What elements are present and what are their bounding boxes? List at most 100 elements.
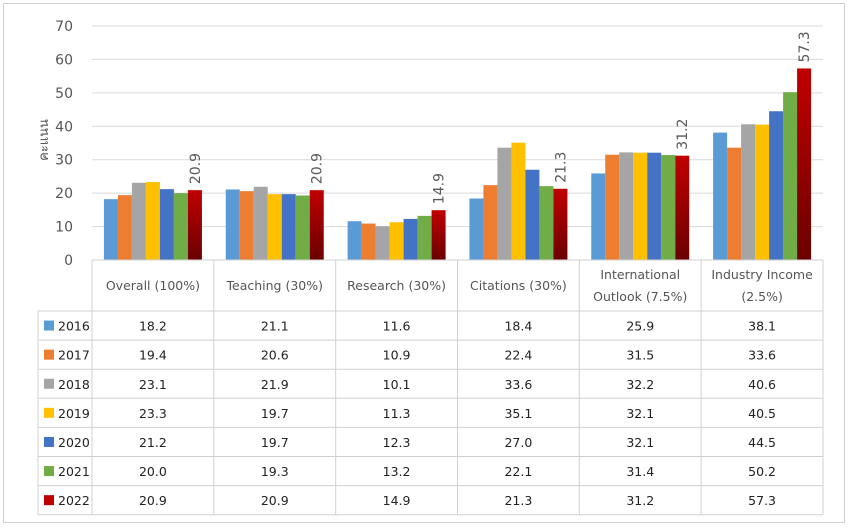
category-label: Overall (100%) [106, 278, 200, 293]
bar-2018-1 [253, 186, 268, 260]
table-cell: 19.7 [261, 406, 289, 421]
bar-2020-0 [159, 189, 174, 260]
legend-key-2019 [44, 407, 54, 418]
y-tick-label: 50 [55, 86, 73, 102]
legend-key-2017 [44, 349, 54, 360]
bar-2017-0 [117, 195, 132, 260]
table-cell: 50.2 [748, 464, 776, 479]
legend-label: 2019 [58, 406, 90, 421]
table-cell: 20.6 [261, 348, 289, 363]
bar-2016-4 [591, 173, 606, 260]
category-label: (2.5%) [741, 289, 783, 304]
bar-2022-4 [675, 155, 690, 260]
table-cell: 21.9 [261, 377, 289, 392]
data-label: 20.9 [310, 153, 326, 184]
table-cell: 40.6 [748, 377, 776, 392]
bar-2016-2 [347, 221, 362, 260]
bar-2020-1 [281, 194, 296, 260]
y-tick-label: 0 [64, 253, 73, 269]
legend-label: 2021 [58, 464, 90, 479]
table-cell: 35.1 [504, 406, 532, 421]
bar-2020-3 [525, 169, 540, 260]
legend-key-2018 [44, 378, 54, 389]
table-cell: 23.1 [139, 377, 167, 392]
category-label: Teaching (30%) [226, 278, 324, 293]
bar-2019-3 [511, 142, 526, 260]
table-cell: 21.3 [504, 493, 532, 508]
bar-2020-4 [647, 152, 662, 260]
bar-2022-5 [797, 68, 812, 260]
legend-key-2020 [44, 436, 54, 447]
bar-2016-5 [713, 132, 728, 260]
table-cell: 12.3 [383, 435, 411, 450]
y-tick-label: 40 [55, 119, 73, 135]
table-cell: 14.9 [383, 493, 411, 508]
table-cell: 10.9 [383, 348, 411, 363]
legend-label: 2020 [58, 435, 90, 450]
bar-2022-3 [553, 188, 568, 260]
bar-2017-3 [483, 185, 498, 260]
legend-key-2021 [44, 466, 54, 477]
bar-2022-2 [431, 210, 446, 260]
table-cell: 20.0 [139, 464, 167, 479]
table-cell: 20.9 [139, 493, 167, 508]
table-cell: 33.6 [504, 377, 532, 392]
data-label: 57.3 [797, 31, 813, 62]
bar-2018-2 [375, 226, 390, 260]
table-cell: 18.2 [139, 319, 167, 334]
legend-label: 2017 [58, 348, 90, 363]
category-label: Research (30%) [347, 278, 446, 293]
table-cell: 32.2 [626, 377, 654, 392]
bar-2022-0 [187, 190, 202, 260]
bar-2021-4 [661, 155, 676, 260]
table-cell: 19.3 [261, 464, 289, 479]
table-cell: 27.0 [504, 435, 532, 450]
bar-2019-0 [145, 182, 160, 260]
bar-2016-3 [469, 198, 484, 260]
y-tick-label: 30 [55, 153, 73, 169]
table-cell: 19.7 [261, 435, 289, 450]
table-cell: 31.4 [626, 464, 654, 479]
bar-2016-0 [103, 199, 118, 260]
y-tick-label: 60 [55, 52, 73, 68]
data-label: 31.2 [675, 119, 691, 150]
bar-2017-1 [239, 191, 254, 260]
bar-2021-3 [539, 186, 554, 260]
bar-2016-1 [225, 189, 240, 260]
bar-2018-4 [619, 152, 634, 260]
legend-key-2022 [44, 495, 54, 506]
bar-2022-1 [309, 190, 324, 260]
bar-2019-4 [633, 152, 648, 260]
y-tick-label: 20 [55, 186, 73, 202]
table-cell: 11.6 [383, 319, 411, 334]
table-cell: 31.2 [626, 493, 654, 508]
table-cell: 32.1 [626, 435, 654, 450]
legend-label: 2016 [58, 319, 90, 334]
bar-2021-2 [417, 215, 432, 260]
table-cell: 21.1 [261, 319, 289, 334]
y-axis-label: คะแนน [37, 119, 52, 161]
bar-2019-1 [267, 194, 282, 260]
bar-2018-0 [131, 182, 146, 260]
bar-2019-5 [755, 124, 770, 260]
bar-2020-2 [403, 218, 418, 260]
table-cell: 22.1 [504, 464, 532, 479]
table-cell: 25.9 [626, 319, 654, 334]
data-label: 20.9 [188, 153, 204, 184]
data-label: 21.3 [553, 152, 569, 183]
table-cell: 10.1 [383, 377, 411, 392]
y-tick-label: 70 [55, 19, 73, 35]
bar-2018-5 [741, 124, 756, 260]
bar-2017-4 [605, 154, 620, 260]
bar-2021-0 [173, 193, 188, 260]
table-cell: 31.5 [626, 348, 654, 363]
legend-label: 2022 [58, 493, 90, 508]
category-label: Outlook (7.5%) [593, 289, 687, 304]
legend-key-2016 [44, 320, 54, 331]
table-cell: 44.5 [748, 435, 776, 450]
table-cell: 32.1 [626, 406, 654, 421]
category-label: Industry Income [711, 267, 813, 282]
table-cell: 38.1 [748, 319, 776, 334]
y-tick-label: 10 [55, 220, 73, 236]
table-cell: 19.4 [139, 348, 167, 363]
